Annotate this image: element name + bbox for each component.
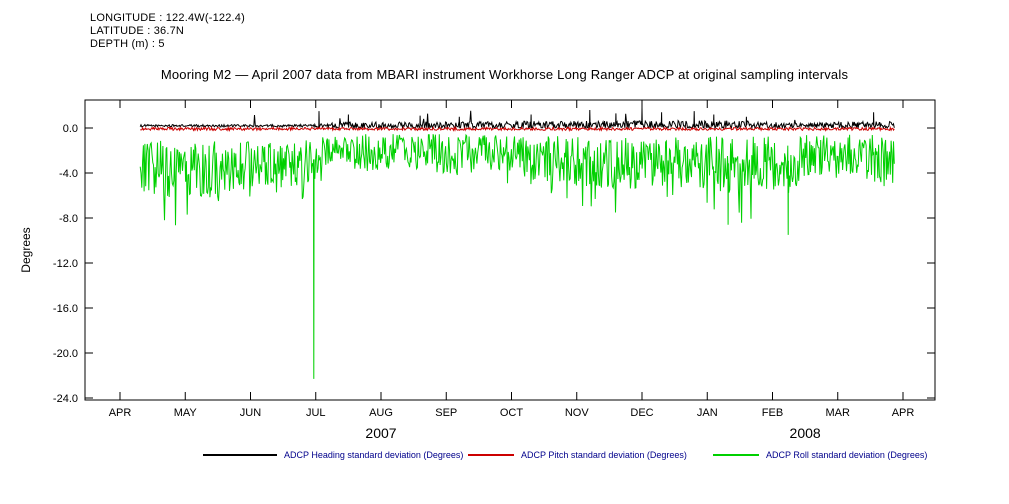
legend-item-roll: ADCP Roll standard deviation (Degrees) [713,450,927,460]
x-tick-label: MAY [174,407,198,419]
legend-item-pitch: ADCP Pitch standard deviation (Degrees) [468,450,687,460]
heading-series-label: ADCP Heading standard deviation (Degrees… [284,450,464,460]
roll-series-label: ADCP Roll standard deviation (Degrees) [766,450,928,460]
x-tick-label: APR [109,407,132,419]
y-tick-label: -16.0 [53,303,78,315]
y-tick-label: -12.0 [53,258,78,270]
x-tick-label: APR [892,407,915,419]
year-label: 2008 [790,425,821,441]
x-tick-label: JUN [240,407,261,419]
x-tick-label: SEP [435,407,457,419]
x-tick-label: MAR [826,407,851,419]
pitch-series-label: ADCP Pitch standard deviation (Degrees) [521,450,687,460]
y-tick-label: -24.0 [53,393,78,405]
x-tick-label: FEB [762,407,783,419]
x-tick-label: DEC [630,407,653,419]
series-roll [139,133,895,379]
longitude-label: LONGITUDE : 122.4W(-122.4) [90,12,245,24]
depth-label: DEPTH (m) : 5 [90,38,165,50]
heading-line-swatch [203,454,277,456]
plot-frame [84,99,936,401]
legend-item-heading: ADCP Heading standard deviation (Degrees… [203,450,463,460]
series-pitch [140,125,895,133]
pitch-line-swatch [468,454,514,456]
y-axis-title: Degrees [19,227,33,272]
year-label: 2007 [365,425,396,441]
roll-line-swatch [713,454,759,456]
header-info: LONGITUDE : 122.4W(-122.4) LATITUDE : 36… [90,12,245,51]
chart-title: Mooring M2 — April 2007 data from MBARI … [160,67,849,82]
x-tick-label: NOV [565,407,590,419]
latitude-label: LATITUDE : 36.7N [90,25,185,37]
y-tick-label: -4.0 [59,168,78,180]
x-tick-label: JUL [306,407,326,419]
x-tick-label: OCT [500,407,524,419]
y-tick-label: -8.0 [59,213,78,225]
x-tick-label: AUG [369,407,393,419]
y-tick-label: 0.0 [63,123,78,135]
series-heading [139,107,895,130]
x-tick-label: JAN [697,407,718,419]
y-tick-label: -20.0 [53,348,78,360]
